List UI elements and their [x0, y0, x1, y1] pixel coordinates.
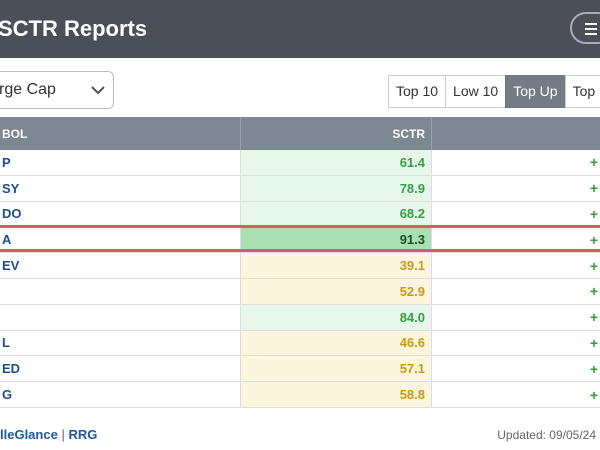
- menu-button[interactable]: [570, 12, 600, 44]
- table-row: EV 39.1 +: [0, 253, 600, 279]
- symbol-cell[interactable]: SY: [2, 180, 20, 196]
- symbol-cell[interactable]: G: [2, 387, 13, 403]
- row-highlight: [0, 225, 600, 253]
- top-bar: SCTR Reports: [0, 0, 600, 58]
- page-title: SCTR Reports: [0, 16, 148, 41]
- symbol-cell[interactable]: P: [2, 154, 11, 170]
- sctr-cell: 84.0: [240, 304, 432, 330]
- add-cell[interactable]: +: [589, 180, 598, 197]
- table-row: 84.0 +: [0, 304, 600, 331]
- table-row: DO 68.2 +: [0, 201, 600, 228]
- add-cell[interactable]: +: [589, 257, 598, 274]
- symbol-cell[interactable]: [0, 279, 240, 304]
- filter-button[interactable]: Top D: [564, 75, 600, 108]
- add-cell[interactable]: +: [589, 283, 598, 300]
- sctr-cell: 91.3: [240, 227, 432, 253]
- add-cell[interactable]: +: [589, 360, 598, 377]
- sctr-cell: 58.8: [240, 382, 432, 407]
- table-row: 52.9 +: [0, 278, 600, 305]
- sctr-cell: 57.1: [240, 356, 432, 382]
- table-header: BOL SCTR: [0, 117, 600, 150]
- filter-button[interactable]: Low 10: [445, 75, 507, 108]
- dropdown-value: rge Cap: [0, 81, 56, 98]
- header-cell[interactable]: SCTR: [240, 117, 432, 150]
- add-cell[interactable]: +: [589, 386, 598, 403]
- symbol-cell[interactable]: A: [2, 232, 12, 248]
- add-cell[interactable]: +: [589, 231, 598, 248]
- add-cell[interactable]: +: [589, 205, 598, 222]
- footer-link[interactable]: lleGlance: [0, 427, 58, 442]
- table-row: L 46.6 +: [0, 330, 600, 357]
- table-row: ED 57.1 +: [0, 356, 600, 383]
- sctr-cell: 52.9: [240, 278, 432, 304]
- add-cell[interactable]: +: [589, 154, 598, 171]
- header-cell[interactable]: BOL: [2, 126, 28, 141]
- table-row: SY 78.9 +: [0, 175, 600, 202]
- symbol-cell[interactable]: [0, 305, 240, 330]
- sctr-cell: 46.6: [240, 330, 432, 356]
- updated-date: Updated: 09/05/24: [497, 428, 596, 442]
- filter-button[interactable]: Top 10: [388, 75, 447, 108]
- add-cell[interactable]: +: [589, 309, 598, 326]
- symbol-cell[interactable]: DO: [2, 206, 22, 222]
- sctr-cell: 78.9: [240, 175, 432, 201]
- symbol-cell[interactable]: EV: [2, 258, 20, 274]
- filter-button[interactable]: Top Up: [505, 75, 566, 108]
- sctr-cell: 68.2: [240, 201, 432, 227]
- sctr-table: BOL SCTR P 61.4 + SY 78.9 + DO 68.2 + A 91.3 + EV 39.…: [0, 117, 600, 408]
- sctr-cell: 39.1: [240, 253, 432, 278]
- cap-dropdown[interactable]: rge Cap: [0, 71, 114, 109]
- table-row: G 58.8 +: [0, 382, 600, 408]
- table-row: A 91.3 +: [0, 227, 600, 254]
- header-cell: [432, 117, 600, 150]
- symbol-cell[interactable]: ED: [2, 361, 21, 377]
- sctr-cell: 61.4: [240, 150, 432, 175]
- symbol-cell[interactable]: L: [2, 335, 10, 351]
- table-row: P 61.4 +: [0, 150, 600, 176]
- separator: |: [61, 427, 65, 442]
- chevron: [91, 86, 105, 95]
- add-cell[interactable]: +: [589, 334, 598, 351]
- footer-link[interactable]: RRG: [68, 427, 98, 442]
- footer-links: lleGlance | RRG: [0, 427, 97, 442]
